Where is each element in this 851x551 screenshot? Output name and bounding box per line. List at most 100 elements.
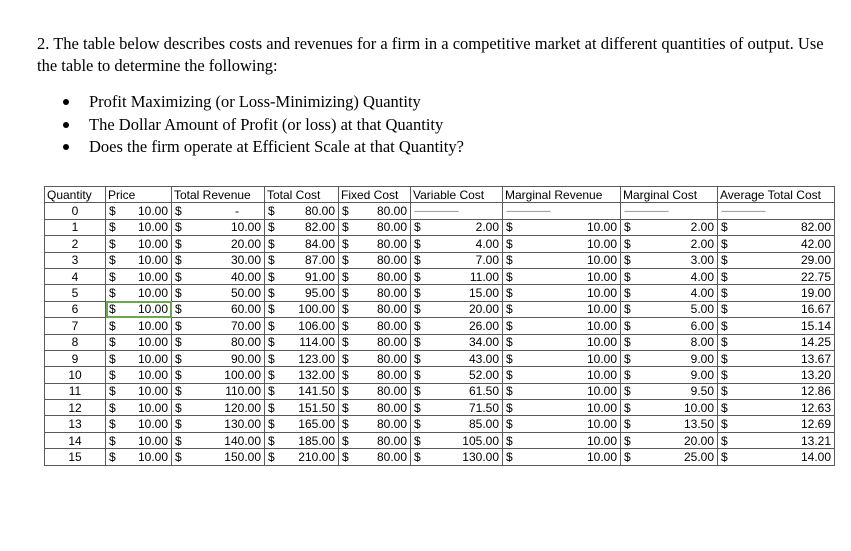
price-cell[interactable]: $10.00 bbox=[105, 235, 172, 253]
average-total-cost-cell[interactable]: ---------------------- bbox=[717, 202, 835, 220]
total-revenue-cell[interactable]: $120.00 bbox=[171, 399, 265, 417]
variable-cost-cell[interactable]: $61.50 bbox=[410, 382, 503, 401]
average-total-cost-cell[interactable]: $14.25 bbox=[717, 333, 835, 351]
quantity-cell[interactable]: 12 bbox=[44, 399, 106, 417]
quantity-cell[interactable]: 13 bbox=[44, 415, 106, 433]
variable-cost-cell[interactable]: $2.00 bbox=[410, 218, 503, 237]
variable-cost-cell[interactable]: $7.00 bbox=[410, 251, 503, 269]
quantity-cell[interactable]: 8 bbox=[44, 333, 106, 351]
total-revenue-cell[interactable]: $50.00 bbox=[171, 284, 265, 302]
marginal-revenue-cell[interactable]: $10.00 bbox=[502, 218, 621, 237]
total-cost-cell[interactable]: $100.00 bbox=[264, 300, 339, 319]
price-cell[interactable]: $10.00 bbox=[105, 431, 172, 450]
total-revenue-cell[interactable]: $30.00 bbox=[171, 251, 265, 269]
average-total-cost-cell[interactable]: $12.86 bbox=[717, 382, 835, 401]
total-cost-cell[interactable]: $141.50 bbox=[264, 382, 339, 401]
total-revenue-cell[interactable]: $100.00 bbox=[171, 366, 265, 384]
total-cost-cell[interactable]: $106.00 bbox=[264, 317, 339, 335]
total-revenue-cell[interactable]: $90.00 bbox=[171, 349, 265, 368]
price-cell[interactable]: $10.00 bbox=[105, 366, 172, 384]
total-cost-cell[interactable]: $165.00 bbox=[264, 415, 339, 433]
total-cost-cell[interactable]: $132.00 bbox=[264, 366, 339, 384]
header-total-revenue[interactable]: Total Revenue bbox=[171, 185, 265, 204]
total-cost-cell[interactable]: $151.50 bbox=[264, 399, 339, 417]
variable-cost-cell[interactable]: $34.00 bbox=[410, 333, 503, 351]
marginal-cost-cell[interactable]: $3.00 bbox=[620, 251, 718, 269]
price-cell[interactable]: $10.00 bbox=[105, 349, 172, 368]
total-cost-cell[interactable]: $80.00 bbox=[264, 202, 339, 220]
marginal-cost-cell[interactable]: $9.00 bbox=[620, 349, 718, 368]
header-total-cost[interactable]: Total Cost bbox=[264, 185, 339, 204]
total-revenue-cell[interactable]: $ - bbox=[171, 202, 265, 220]
price-cell[interactable]: $10.00 bbox=[105, 333, 172, 351]
marginal-revenue-cell[interactable]: $10.00 bbox=[502, 448, 621, 466]
variable-cost-cell[interactable]: $85.00 bbox=[410, 415, 503, 433]
marginal-revenue-cell[interactable]: $10.00 bbox=[502, 382, 621, 401]
average-total-cost-cell[interactable]: $12.69 bbox=[717, 415, 835, 433]
price-cell[interactable]: $10.00 bbox=[105, 300, 172, 319]
price-cell[interactable]: $10.00 bbox=[105, 448, 172, 466]
average-total-cost-cell[interactable]: $13.20 bbox=[717, 366, 835, 384]
total-cost-cell[interactable]: $84.00 bbox=[264, 235, 339, 253]
total-revenue-cell[interactable]: $60.00 bbox=[171, 300, 265, 319]
quantity-cell[interactable]: 3 bbox=[44, 251, 106, 269]
total-cost-cell[interactable]: $87.00 bbox=[264, 251, 339, 269]
average-total-cost-cell[interactable]: $42.00 bbox=[717, 235, 835, 253]
marginal-cost-cell[interactable]: $20.00 bbox=[620, 431, 718, 450]
marginal-cost-cell[interactable]: $8.00 bbox=[620, 333, 718, 351]
average-total-cost-cell[interactable]: $13.21 bbox=[717, 431, 835, 450]
total-revenue-cell[interactable]: $110.00 bbox=[171, 382, 265, 401]
quantity-cell[interactable]: 7 bbox=[44, 317, 106, 335]
total-revenue-cell[interactable]: $80.00 bbox=[171, 333, 265, 351]
fixed-cost-cell[interactable]: $80.00 bbox=[338, 202, 411, 220]
total-revenue-cell[interactable]: $40.00 bbox=[171, 267, 265, 286]
quantity-cell[interactable]: 4 bbox=[44, 267, 106, 286]
header-quantity[interactable]: Quantity bbox=[44, 185, 106, 204]
fixed-cost-cell[interactable]: $80.00 bbox=[338, 317, 411, 335]
header-fixed-cost[interactable]: Fixed Cost bbox=[338, 185, 411, 204]
price-cell[interactable]: $10.00 bbox=[105, 251, 172, 269]
marginal-cost-cell[interactable]: $6.00 bbox=[620, 317, 718, 335]
total-revenue-cell[interactable]: $20.00 bbox=[171, 235, 265, 253]
fixed-cost-cell[interactable]: $80.00 bbox=[338, 300, 411, 319]
variable-cost-cell[interactable]: $26.00 bbox=[410, 317, 503, 335]
quantity-cell[interactable]: 9 bbox=[44, 349, 106, 368]
marginal-revenue-cell[interactable]: $10.00 bbox=[502, 366, 621, 384]
total-revenue-cell[interactable]: $150.00 bbox=[171, 448, 265, 466]
cost-revenue-table[interactable]: Quantity Price Total Revenue Total Cost … bbox=[44, 185, 835, 466]
average-total-cost-cell[interactable]: $15.14 bbox=[717, 317, 835, 335]
quantity-cell[interactable]: 1 bbox=[44, 218, 106, 237]
marginal-revenue-cell[interactable]: $10.00 bbox=[502, 431, 621, 450]
header-average-total-cost[interactable]: Average Total Cost bbox=[717, 185, 835, 204]
marginal-cost-cell[interactable]: $9.00 bbox=[620, 366, 718, 384]
marginal-revenue-cell[interactable]: $10.00 bbox=[502, 300, 621, 319]
fixed-cost-cell[interactable]: $80.00 bbox=[338, 399, 411, 417]
variable-cost-cell[interactable]: $130.00 bbox=[410, 448, 503, 466]
fixed-cost-cell[interactable]: $80.00 bbox=[338, 218, 411, 237]
average-total-cost-cell[interactable]: $14.00 bbox=[717, 448, 835, 466]
marginal-revenue-cell[interactable]: $10.00 bbox=[502, 235, 621, 253]
price-cell[interactable]: $10.00 bbox=[105, 382, 172, 401]
price-cell[interactable]: $10.00 bbox=[105, 284, 172, 302]
quantity-cell[interactable]: 11 bbox=[44, 382, 106, 401]
quantity-cell[interactable]: 14 bbox=[44, 431, 106, 450]
variable-cost-cell[interactable]: $52.00 bbox=[410, 366, 503, 384]
fixed-cost-cell[interactable]: $80.00 bbox=[338, 382, 411, 401]
price-cell[interactable]: $10.00 bbox=[105, 218, 172, 237]
fixed-cost-cell[interactable]: $80.00 bbox=[338, 448, 411, 466]
marginal-cost-cell[interactable]: $10.00 bbox=[620, 399, 718, 417]
marginal-cost-cell[interactable]: $2.00 bbox=[620, 218, 718, 237]
marginal-revenue-cell[interactable]: ---------------------- bbox=[502, 202, 621, 220]
marginal-cost-cell[interactable]: $9.50 bbox=[620, 382, 718, 401]
average-total-cost-cell[interactable]: $16.67 bbox=[717, 300, 835, 319]
average-total-cost-cell[interactable]: $82.00 bbox=[717, 218, 835, 237]
fixed-cost-cell[interactable]: $80.00 bbox=[338, 349, 411, 368]
fixed-cost-cell[interactable]: $80.00 bbox=[338, 284, 411, 302]
variable-cost-cell[interactable]: $105.00 bbox=[410, 431, 503, 450]
header-marginal-cost[interactable]: Marginal Cost bbox=[620, 185, 718, 204]
fixed-cost-cell[interactable]: $80.00 bbox=[338, 333, 411, 351]
header-variable-cost[interactable]: Variable Cost bbox=[410, 185, 503, 204]
total-cost-cell[interactable]: $91.00 bbox=[264, 267, 339, 286]
variable-cost-cell[interactable]: $43.00 bbox=[410, 349, 503, 368]
variable-cost-cell[interactable]: $15.00 bbox=[410, 284, 503, 302]
